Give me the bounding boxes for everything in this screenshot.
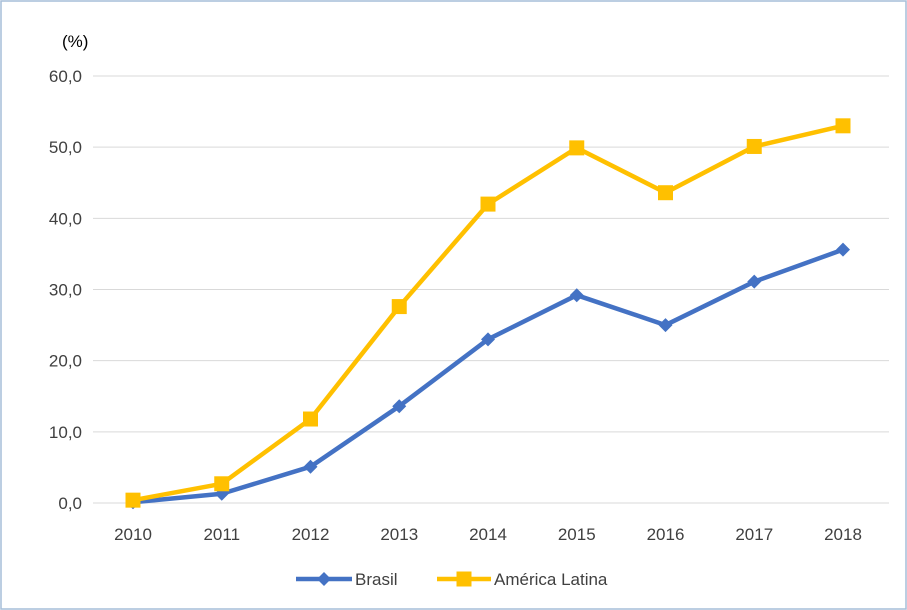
x-tick-label: 2013 <box>380 525 418 544</box>
y-axis-unit-label: (%) <box>62 32 88 51</box>
data-point <box>392 399 407 414</box>
x-tick-label: 2012 <box>292 525 330 544</box>
x-tick-labels: 2010 2011 2012 2013 2014 2015 2016 2017 2018 <box>114 525 862 544</box>
series-layer <box>125 118 851 510</box>
data-point <box>658 185 673 201</box>
legend-marker <box>456 571 472 587</box>
data-point <box>303 459 318 474</box>
data-point <box>481 332 495 347</box>
data-point <box>391 299 407 315</box>
x-tick-label: 2018 <box>824 525 862 544</box>
data-point <box>569 140 585 156</box>
y-tick-label: 50,0 <box>49 138 82 157</box>
legend-entry: Brasil <box>296 570 398 589</box>
data-point <box>303 411 318 427</box>
y-tick-label: 30,0 <box>49 281 82 300</box>
data-point <box>125 492 141 508</box>
data-point <box>480 196 496 212</box>
data-point <box>214 476 230 492</box>
series-2 <box>125 118 851 508</box>
data-point <box>835 118 851 134</box>
data-point <box>569 288 584 303</box>
y-tick-label: 0,0 <box>58 494 82 513</box>
y-tick-label: 20,0 <box>49 352 82 371</box>
x-tick-label: 2014 <box>469 525 507 544</box>
data-point <box>746 138 762 154</box>
x-tick-label: 2017 <box>735 525 773 544</box>
y-tick-labels: 0,0 10,0 20,0 30,0 40,0 50,0 60,0 <box>49 67 82 513</box>
y-tick-label: 60,0 <box>49 67 82 86</box>
x-tick-label: 2015 <box>558 525 596 544</box>
gridlines <box>93 75 889 504</box>
legend-label: América Latina <box>494 570 608 589</box>
legend-label: Brasil <box>355 570 398 589</box>
legend-entry: América Latina <box>437 570 608 589</box>
legend-marker <box>317 572 331 586</box>
y-tick-label: 40,0 <box>49 209 82 228</box>
x-tick-label: 2011 <box>203 525 240 544</box>
data-point <box>658 318 673 333</box>
y-tick-label: 10,0 <box>49 423 82 442</box>
data-point <box>836 242 850 257</box>
data-point <box>747 274 762 289</box>
x-tick-label: 2010 <box>114 525 152 544</box>
legend: Brasil América Latina <box>296 570 608 589</box>
x-tick-label: 2016 <box>647 525 685 544</box>
